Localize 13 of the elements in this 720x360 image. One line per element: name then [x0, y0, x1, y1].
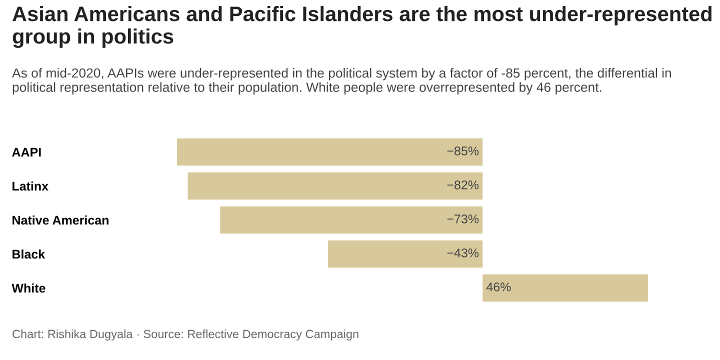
y-tick-label: Black	[12, 249, 46, 259]
data-label: −73%	[447, 214, 479, 224]
data-label: 46%	[486, 282, 511, 292]
y-tick-label: AAPI	[12, 148, 41, 157]
y-tick-label: White	[12, 283, 46, 293]
data-label: −82%	[447, 180, 479, 190]
data-label: −85%	[447, 146, 479, 156]
y-tick-label: Native American	[12, 215, 108, 225]
y-tick-label: Latinx	[12, 181, 48, 191]
chart-subtitle: As of mid-2020, AAPIs were under-represented in the political system by a factor of -85 percent, the differential in political representation relative to their population. White people were overrepresented by 46 percent.	[12, 68, 671, 95]
chart-title: Asian Americans and Pacific Islanders are the most under-represented group in politics	[12, 6, 712, 48]
text: Chart: Rishika Dugyala · Source: Reflective Democracy Campaign	[12, 329, 358, 340]
data-label: −43%	[447, 248, 479, 258]
